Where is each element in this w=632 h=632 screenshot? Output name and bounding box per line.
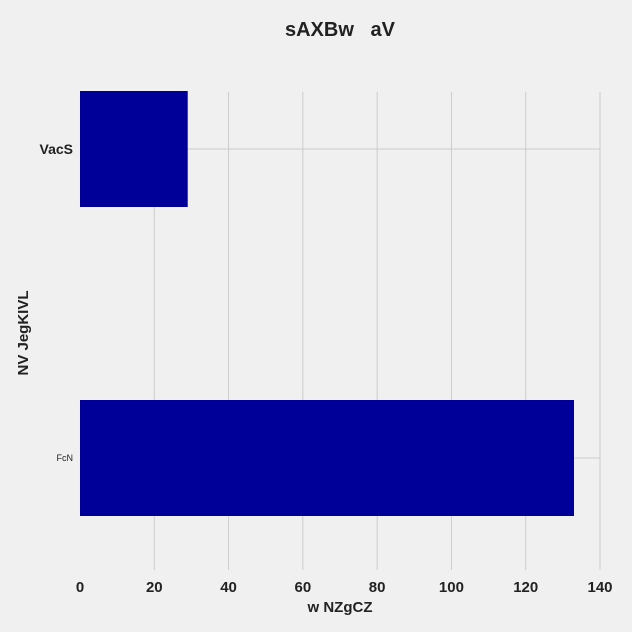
x-tick-label: 60 [295, 579, 312, 596]
chart-title: sAXBw aV [285, 19, 396, 41]
x-tick-label: 20 [146, 579, 163, 596]
x-tick-label: 100 [439, 579, 464, 596]
bar-vacs [80, 91, 188, 207]
y-tick-label: VacS [40, 141, 73, 157]
x-tick-label: 80 [369, 579, 386, 596]
x-tick-label: 120 [513, 579, 538, 596]
labels-layer: 0 20 40 60 80 100 120 140 VacS FcN [40, 141, 613, 596]
x-tick-label: 40 [220, 579, 237, 596]
bars-layer [80, 91, 574, 516]
y-axis-label: NV JegKIVL [15, 290, 32, 375]
y-tick-label: FcN [57, 453, 74, 463]
bar-fcn [80, 400, 574, 516]
x-tick-label: 0 [76, 579, 84, 596]
x-axis-label: w NZgCZ [307, 599, 373, 616]
x-tick-label: 140 [587, 579, 612, 596]
